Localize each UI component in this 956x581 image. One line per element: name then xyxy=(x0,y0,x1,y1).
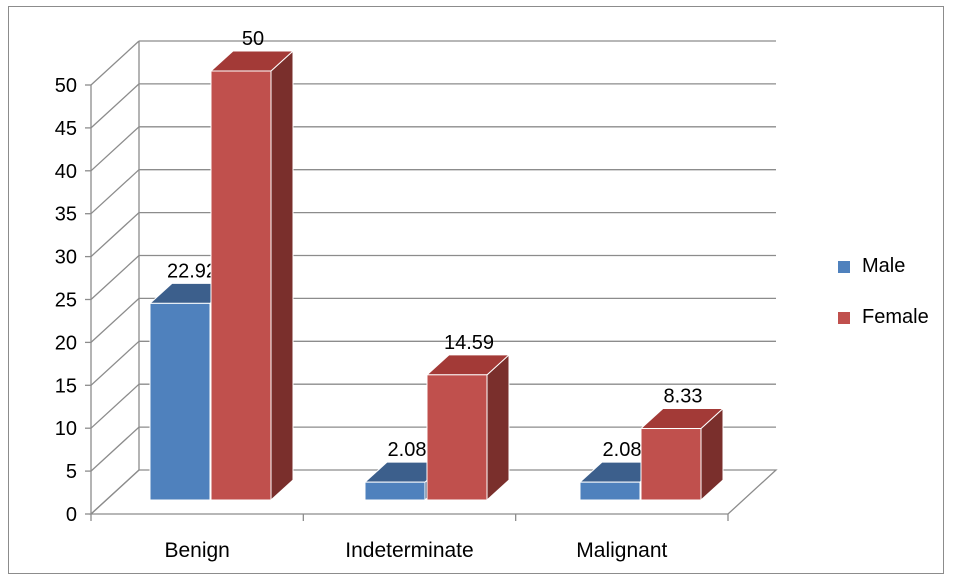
legend-label: Male xyxy=(862,255,905,277)
left-wall-line xyxy=(90,126,140,172)
data-label: 2.08 xyxy=(603,439,642,461)
left-wall-line xyxy=(90,212,140,258)
left-wall-line xyxy=(90,297,140,343)
left-wall-line xyxy=(90,169,140,215)
legend-label: Female xyxy=(862,306,929,328)
data-label: 50 xyxy=(242,28,264,50)
y-tick-label: 35 xyxy=(55,204,77,226)
y-tick-label: 5 xyxy=(66,461,77,483)
bar xyxy=(364,481,426,501)
bar-side xyxy=(270,49,294,502)
bar xyxy=(149,302,211,501)
y-tick-label: 15 xyxy=(55,375,77,397)
y-tick-label: 50 xyxy=(55,75,77,97)
left-wall-line xyxy=(90,83,140,129)
legend-swatch xyxy=(838,312,850,324)
x-category-label: Malignant xyxy=(576,539,667,562)
y-tick-label: 0 xyxy=(66,504,77,526)
data-label: 14.59 xyxy=(444,332,494,354)
bar-side xyxy=(486,353,510,502)
left-wall-line xyxy=(90,383,140,429)
y-tick-label: 20 xyxy=(55,332,77,354)
bar xyxy=(579,481,641,501)
left-wall-line xyxy=(90,340,140,386)
bar xyxy=(426,374,488,501)
y-tick-label: 10 xyxy=(55,418,77,440)
bar xyxy=(640,428,702,501)
x-category-label: Indeterminate xyxy=(345,539,473,562)
left-wall-line xyxy=(90,40,140,86)
y-tick-label: 25 xyxy=(55,290,77,312)
x-category-label: Benign xyxy=(164,539,229,562)
legend-swatch xyxy=(838,261,850,273)
left-wall-line xyxy=(90,426,140,472)
y-tick-label: 45 xyxy=(55,118,77,140)
left-wall-line xyxy=(90,255,140,300)
data-label: 2.08 xyxy=(388,439,427,461)
bar xyxy=(210,70,272,501)
y-tick-label: 40 xyxy=(55,161,77,183)
data-label: 8.33 xyxy=(664,386,703,408)
data-label: 22.92 xyxy=(167,260,217,282)
y-tick-label: 30 xyxy=(55,247,77,269)
